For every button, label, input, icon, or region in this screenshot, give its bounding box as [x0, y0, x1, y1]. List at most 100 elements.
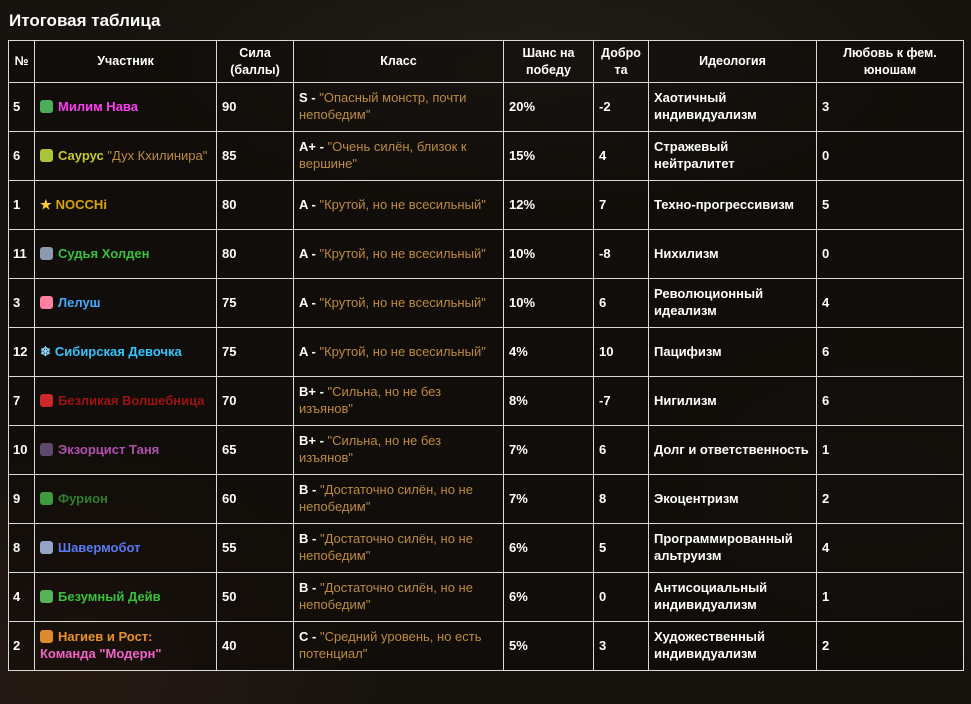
- dinosaur-icon: [40, 148, 53, 162]
- participant-link[interactable]: Судья Холден: [58, 245, 150, 261]
- class-cell: A - "Крутой, но не всесильный": [293, 327, 504, 377]
- ideology-cell: Антисоциальный индивидуализм: [648, 572, 817, 622]
- class-grade: S -: [299, 90, 320, 106]
- participant-link[interactable]: Безумный Дейв: [58, 588, 161, 604]
- ideology-cell: Экоцентризм: [648, 474, 817, 524]
- kindness-cell: 8: [593, 474, 649, 524]
- column-header: №: [8, 40, 35, 83]
- rank-cell: 4: [8, 572, 35, 622]
- kindness-cell: -7: [593, 376, 649, 426]
- participant-link[interactable]: Сибирская Девочка: [54, 343, 182, 359]
- class-quote: "Достаточно силён, но не непобедим": [299, 482, 473, 514]
- red-mask-icon: [40, 393, 53, 407]
- participant-link[interactable]: Фурион: [58, 490, 108, 506]
- star-icon: ★: [40, 196, 52, 212]
- ideology-cell: Программированный альтруизм: [648, 523, 817, 573]
- class-quote: "Средний уровень, но есть потенциал": [299, 629, 482, 661]
- rank-cell: 1: [8, 180, 35, 230]
- participant-cell: Фурион: [34, 474, 217, 524]
- participant-cell: Судья Холден: [34, 229, 217, 279]
- kindness-cell: 5: [593, 523, 649, 573]
- table-row: 6 Саурус "Дух Кхилинира" 85 A+ - "Очень …: [8, 131, 964, 181]
- class-grade: A -: [299, 196, 320, 212]
- ideology-cell: Долг и ответственность: [648, 425, 817, 475]
- power-cell: 90: [216, 82, 294, 132]
- love-cell: 1: [816, 425, 964, 475]
- rank-cell: 8: [8, 523, 35, 573]
- class-quote: "Крутой, но не всесильный": [319, 294, 486, 310]
- table-row: 7 Безликая Волшебница 70 B+ - "Сильна, н…: [8, 376, 964, 426]
- participant-link[interactable]: Саурус: [58, 147, 104, 163]
- class-quote: "Сильна, но не без изъянов": [299, 433, 442, 465]
- tree-icon: [40, 491, 53, 505]
- class-quote: "Крутой, но не всесильный": [319, 343, 486, 359]
- power-cell: 40: [216, 621, 294, 671]
- win-chance-cell: 4%: [503, 327, 594, 377]
- love-cell: 1: [816, 572, 964, 622]
- participant-link[interactable]: Шавермобот: [58, 539, 141, 555]
- class-cell: A - "Крутой, но не всесильный": [293, 278, 504, 328]
- participant-link[interactable]: Безликая Волшебница: [58, 392, 205, 408]
- participant-cell: Нагиев и Рост: Команда "Модерн": [34, 621, 217, 671]
- rank-cell: 12: [8, 327, 35, 377]
- ideology-cell: Нигилизм: [648, 376, 817, 426]
- power-cell: 50: [216, 572, 294, 622]
- class-cell: B+ - "Сильна, но не без изъянов": [293, 376, 504, 426]
- class-quote: "Крутой, но не всесильный": [319, 245, 486, 261]
- column-header: Любовь к фем. юношам: [816, 40, 964, 83]
- table-row: 1 ★ NOCCHi 80 A - "Крутой, но не всесильн…: [8, 180, 964, 230]
- table-row: 9 Фурион 60 B - "Достаточно силён, но не…: [8, 474, 964, 524]
- power-cell: 60: [216, 474, 294, 524]
- power-cell: 55: [216, 523, 294, 573]
- love-cell: 2: [816, 474, 964, 524]
- participant-link[interactable]: Милим Нава: [58, 98, 138, 114]
- participant-cell: Лелуш: [34, 278, 217, 328]
- class-cell: S - "Опасный монстр, почти непобедим": [293, 82, 504, 132]
- win-chance-cell: 7%: [503, 425, 594, 475]
- class-cell: B - "Достаточно силён, но не непобедим": [293, 572, 504, 622]
- table-row: 8 Шавермобот 55 B - "Достаточно силён, н…: [8, 523, 964, 573]
- class-grade: B -: [299, 531, 320, 547]
- power-cell: 65: [216, 425, 294, 475]
- win-chance-cell: 8%: [503, 376, 594, 426]
- rank-cell: 3: [8, 278, 35, 328]
- rank-cell: 6: [8, 131, 35, 181]
- participant-link[interactable]: Экзорцист Таня: [58, 441, 160, 457]
- kindness-cell: 10: [593, 327, 649, 377]
- table-row: 10 Экзорцист Таня 65 B+ - "Сильна, но не…: [8, 425, 964, 475]
- participant-link[interactable]: Лелуш: [58, 294, 101, 310]
- column-header: Сила (баллы): [216, 40, 294, 83]
- participant-link[interactable]: NOCCHi: [55, 196, 107, 212]
- love-cell: 6: [816, 376, 964, 426]
- judge-icon: [40, 246, 53, 260]
- win-chance-cell: 12%: [503, 180, 594, 230]
- dragon-icon: [40, 99, 53, 113]
- class-quote: "Очень силён, близок к вершине": [299, 139, 467, 171]
- participant-cell: Безумный Дейв: [34, 572, 217, 622]
- participant-link-secondary[interactable]: Команда "Модерн": [40, 646, 162, 661]
- power-cell: 80: [216, 229, 294, 279]
- win-chance-cell: 5%: [503, 621, 594, 671]
- participant-link[interactable]: Нагиев и Рост:: [58, 629, 153, 645]
- class-quote: "Достаточно силён, но не непобедим": [299, 580, 473, 612]
- win-chance-cell: 10%: [503, 229, 594, 279]
- love-cell: 0: [816, 229, 964, 279]
- power-cell: 75: [216, 327, 294, 377]
- header-row: № Участник Сила (баллы) Класс Шанс на победу…: [8, 40, 964, 83]
- class-cell: B+ - "Сильна, но не без изъянов": [293, 425, 504, 475]
- team-icon: [40, 630, 53, 644]
- rank-cell: 2: [8, 621, 35, 671]
- win-chance-cell: 7%: [503, 474, 594, 524]
- participant-suffix: "Дух Кхилинира": [103, 147, 208, 163]
- class-cell: A - "Крутой, но не всесильный": [293, 180, 504, 230]
- participant-cell: ★ NOCCHi: [34, 180, 217, 230]
- participant-cell: Шавермобот: [34, 523, 217, 573]
- love-cell: 0: [816, 131, 964, 181]
- results-table: № Участник Сила (баллы) Класс Шанс на победу…: [8, 40, 964, 671]
- rank-cell: 9: [8, 474, 35, 524]
- participant-cell: Безликая Волшебница: [34, 376, 217, 426]
- power-cell: 85: [216, 131, 294, 181]
- participant-cell: Экзорцист Таня: [34, 425, 217, 475]
- kindness-cell: -2: [593, 82, 649, 132]
- class-cell: A - "Крутой, но не всесильный": [293, 229, 504, 279]
